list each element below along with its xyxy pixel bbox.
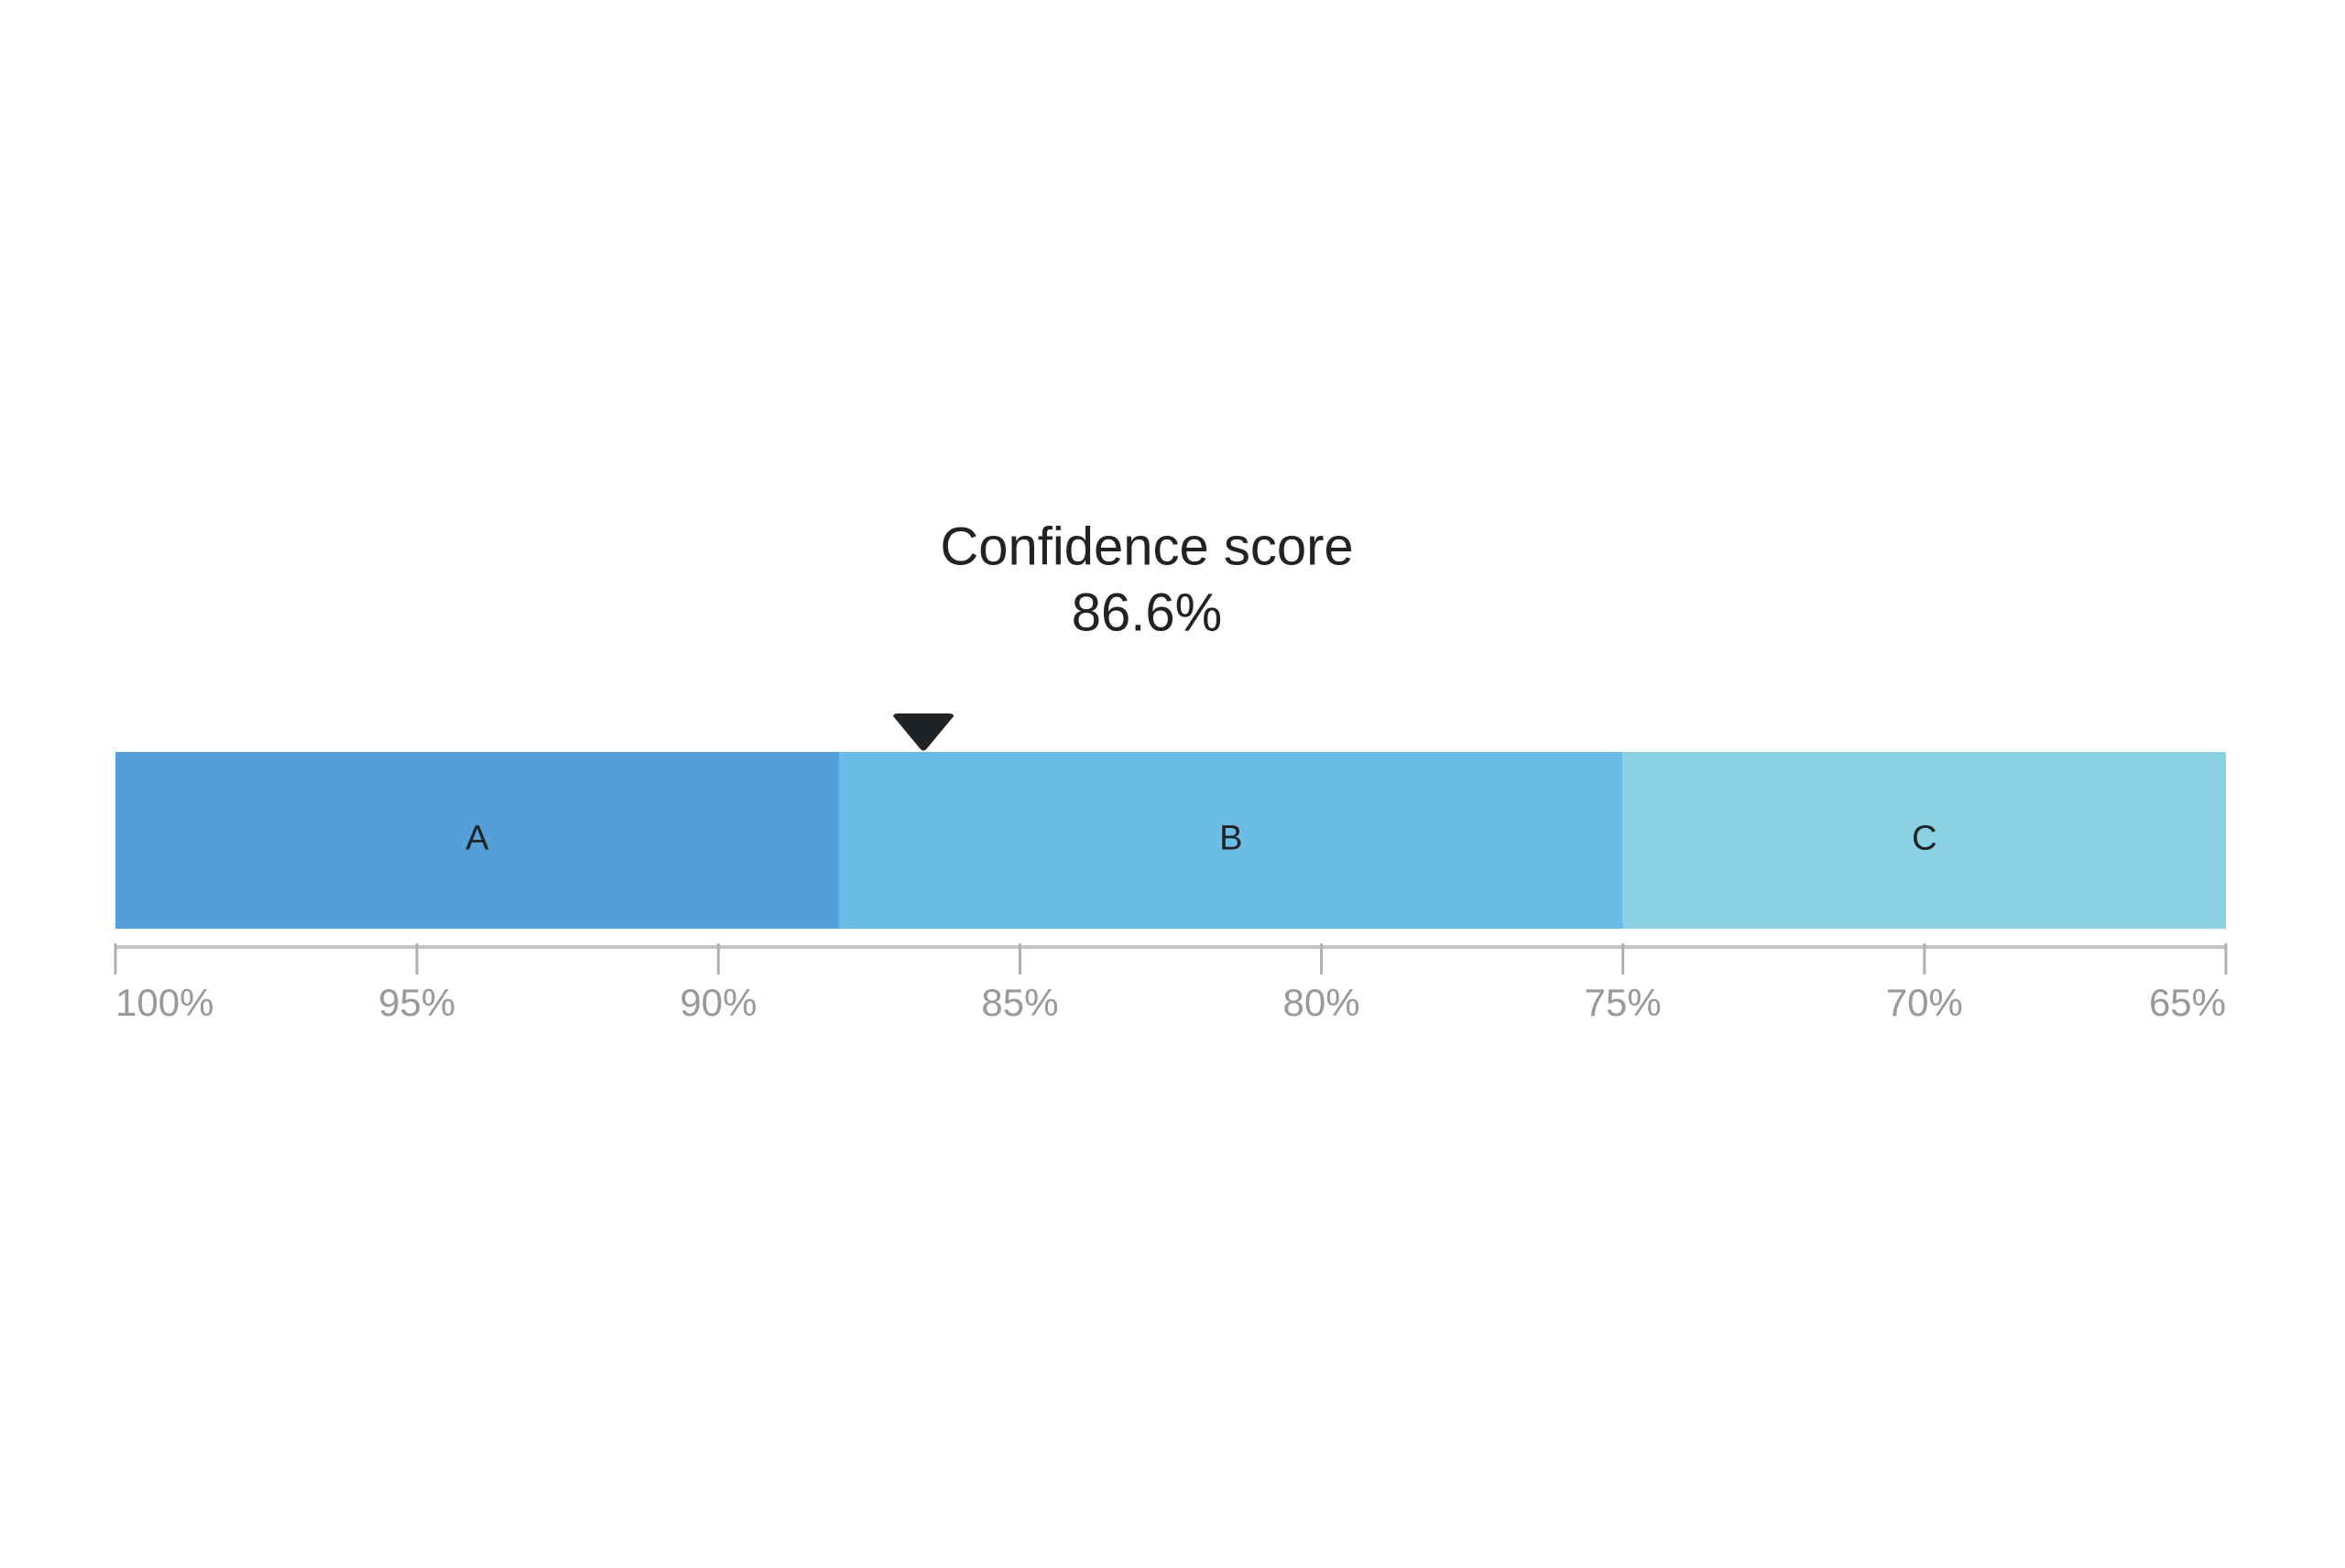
x-tick-label: 65% — [2149, 981, 2226, 1024]
band — [838, 752, 1623, 929]
x-tick-label: 100% — [115, 981, 213, 1024]
band — [1622, 752, 2226, 929]
band — [115, 752, 839, 929]
band-label: A — [465, 820, 489, 858]
x-tick-label: 95% — [378, 981, 455, 1024]
x-tick-label: 75% — [1585, 981, 1662, 1024]
chart-title: Confidence score — [940, 517, 1353, 576]
x-tick-label: 85% — [981, 981, 1058, 1024]
band-label: C — [1912, 820, 1936, 858]
value-label: 86.6% — [1072, 583, 1222, 642]
band-label: B — [1219, 820, 1242, 858]
x-tick-label: 70% — [1886, 981, 1963, 1024]
marker — [893, 713, 954, 751]
x-tick-label: 80% — [1283, 981, 1360, 1024]
x-tick-label: 90% — [680, 981, 757, 1024]
